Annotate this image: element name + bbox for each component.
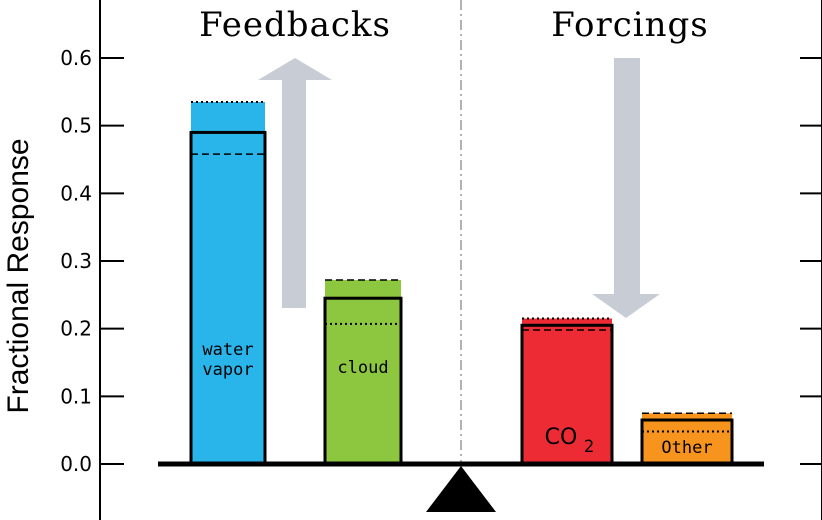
bar-label: CO <box>545 425 578 450</box>
y-tick-label: 0.4 <box>60 181 92 205</box>
up-arrow <box>258 58 332 308</box>
y-tick-label: 0.1 <box>60 384 92 408</box>
bar-fill <box>642 413 732 464</box>
bar-label-subscript: 2 <box>584 437 594 457</box>
y-tick-label: 0.5 <box>60 114 92 138</box>
bar-fill <box>191 101 265 464</box>
y-tick-label: 0.6 <box>60 46 92 70</box>
y-axis-label: Fractional Response <box>2 138 35 413</box>
bar-label: vapor <box>202 360 253 380</box>
feedbacks-title: Feedbacks <box>199 5 391 45</box>
y-tick-label: 0.2 <box>60 317 92 341</box>
y-tick-label: 0.3 <box>60 249 92 273</box>
fulcrum <box>426 466 496 512</box>
down-arrow <box>592 58 660 318</box>
y-ticks: 0.0 0.1 0.2 0.3 0.4 0.5 0.6 <box>60 46 822 476</box>
forcings-title: Forcings <box>551 5 708 45</box>
bar-label: cloud <box>337 358 388 378</box>
y-tick-label: 0.0 <box>60 452 92 476</box>
bar-label: Other <box>661 438 712 458</box>
bar-fill <box>325 279 401 464</box>
bar-label: water <box>202 340 253 360</box>
bar-fill <box>522 318 612 464</box>
